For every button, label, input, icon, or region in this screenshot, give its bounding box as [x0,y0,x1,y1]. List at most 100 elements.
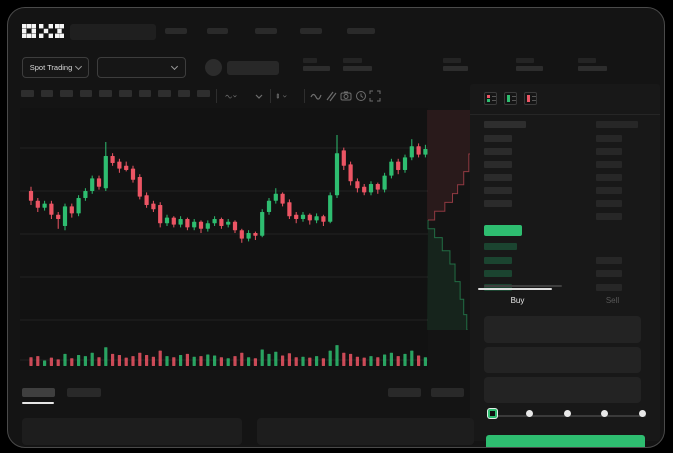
timeframe-button-placeholder[interactable] [60,90,73,97]
price-placeholder [484,161,512,168]
history-clock-icon[interactable] [355,90,367,102]
nav-item-placeholder[interactable] [207,28,228,34]
top-nav [8,8,664,48]
tab-sell[interactable]: Sell [605,295,620,305]
price-placeholder [484,283,512,291]
stat-value-placeholder [443,66,468,71]
line-tool-icon[interactable] [310,90,322,102]
orderbook-ask-row[interactable] [470,187,660,195]
amount-placeholder [596,213,622,220]
amount-input[interactable] [484,347,641,373]
stat-value-placeholder [303,66,330,71]
bottom-tab-placeholder[interactable] [22,388,55,397]
orderbook-bid-row[interactable] [470,283,660,292]
active-tab-indicator [478,288,552,290]
stat-label-placeholder [516,58,534,63]
market-bar: Spot Trading [8,52,664,86]
market-type-label: Spot Trading [29,63,73,72]
timeframe-button-placeholder[interactable] [119,90,132,97]
orders-panel-placeholder[interactable] [22,418,242,445]
orderbook-scroll-indicator[interactable] [484,285,562,287]
app-window: Spot Trading [7,7,665,448]
book-bids-only-view-icon[interactable] [504,92,517,105]
amount-placeholder [596,200,622,207]
orderbook-ask-row[interactable] [470,174,660,182]
amount-placeholder [596,283,622,291]
bottom-tab-placeholder[interactable] [67,388,101,397]
pair-selector-dropdown[interactable] [97,57,186,78]
price-placeholder [484,243,517,250]
book-asks-only-view-icon[interactable] [524,92,537,105]
nav-item-placeholder[interactable] [347,28,375,34]
orderbook-bid-row[interactable] [470,270,660,278]
nav-search-placeholder[interactable] [70,24,156,40]
price-placeholder [484,256,512,264]
timeframe-button-placeholder[interactable] [99,90,112,97]
bottom-tab-placeholder[interactable] [431,388,464,397]
amount-placeholder [596,270,622,277]
stat-label-placeholder [303,58,317,63]
tab-buy[interactable]: Buy [510,295,525,305]
slider-step-2[interactable] [563,410,571,417]
slider-step-1[interactable] [525,410,533,417]
price-placeholder [484,148,512,155]
timeframe-button-placeholder[interactable] [40,90,54,97]
buy-button[interactable] [486,435,645,447]
nav-item-placeholder[interactable] [165,28,187,34]
stat-value-placeholder [516,66,543,71]
amount-placeholder [596,135,622,142]
timeframe-button-placeholder[interactable] [177,90,191,97]
orderbook-header-row[interactable] [470,121,660,129]
indicator-wave-icon[interactable] [225,90,245,102]
chevron-down-icon [170,62,179,70]
stat-label-placeholder [343,58,362,63]
orderbook-bid-row[interactable] [470,243,660,251]
slider-step-0[interactable] [488,409,497,418]
timeframe-button-placeholder[interactable] [197,90,210,97]
draw-tool-icon[interactable] [325,90,337,102]
history-panel-placeholder[interactable] [257,418,474,445]
camera-icon[interactable] [340,90,352,102]
price-placeholder [484,121,526,128]
fullscreen-icon[interactable] [369,90,381,102]
overlay-chevron-icon[interactable] [253,90,265,102]
amount-placeholder [596,187,622,194]
slider-step-3[interactable] [601,410,609,417]
price-placeholder [484,270,512,277]
nav-item-placeholder[interactable] [255,28,277,34]
price-placeholder [484,200,512,207]
nav-item-placeholder[interactable] [300,28,322,34]
stat-value-placeholder [343,66,372,71]
timeframe-button-placeholder[interactable] [158,90,171,97]
pair-name-placeholder [227,61,279,75]
book-combined-view-icon[interactable] [484,92,497,105]
bottom-tab-placeholder[interactable] [388,388,421,397]
price-placeholder [484,135,512,142]
amount-placeholder [596,121,638,128]
orderbook-ask-row[interactable] [470,213,660,221]
total-input[interactable] [484,377,641,403]
orderbook-ask-row[interactable] [470,135,660,143]
price-placeholder [484,174,512,181]
coin-avatar [205,59,222,76]
timeframe-button-placeholder[interactable] [138,90,152,97]
orderbook-ask-row[interactable] [470,200,660,208]
market-type-selector[interactable]: Spot Trading [22,57,89,78]
candlestick-chart[interactable] [20,108,428,370]
okx-logo[interactable] [22,24,64,44]
slider-step-4[interactable] [639,410,646,417]
orderbook-bid-row[interactable] [470,256,660,265]
candle-type-icon[interactable] [276,90,298,102]
timeframe-button-placeholder[interactable] [79,90,93,97]
stat-label-placeholder [443,58,461,63]
timeframe-button-placeholder[interactable] [21,90,34,97]
price-input[interactable] [484,316,641,343]
amount-placeholder [596,148,622,155]
orderbook-ask-row[interactable] [470,161,660,169]
orderbook [470,115,660,291]
amount-slider[interactable] [488,409,646,423]
orderbook-ask-row[interactable] [470,148,660,156]
stat-label-placeholder [578,58,596,63]
panel-divider [470,114,660,115]
